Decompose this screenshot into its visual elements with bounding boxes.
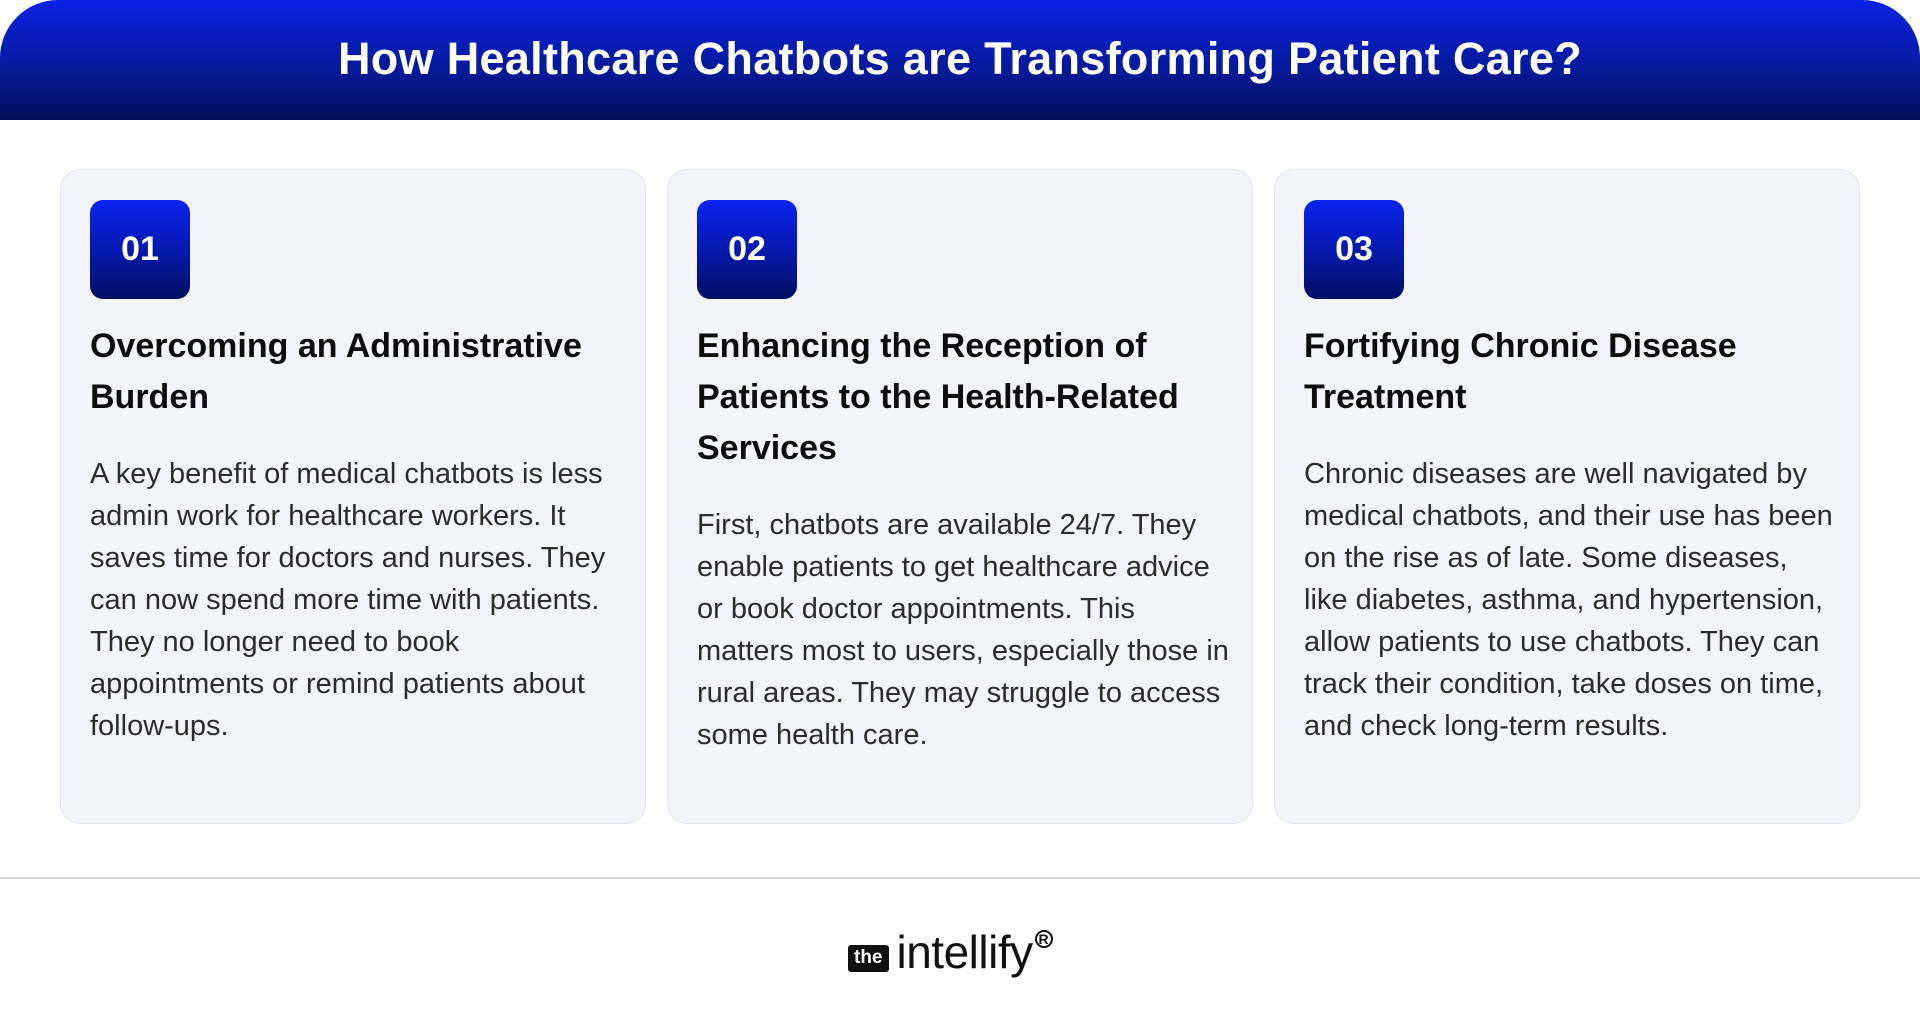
logo-prefix: the (848, 944, 889, 972)
number-badge: 01 (90, 200, 190, 299)
number-badge: 02 (697, 200, 797, 299)
logo-wordmark: intellify (896, 926, 1034, 978)
number-badge: 03 (1304, 200, 1404, 299)
cards-row: 01 Overcoming an Administrative Burden A… (60, 169, 1860, 826)
intellify-logo: the intellify R (848, 922, 1053, 982)
card-body: First, chatbots are available 24/7. They… (697, 509, 1229, 751)
card-title: Enhancing the Reception of Patients to t… (697, 327, 1179, 467)
card-title: Overcoming an Administrative Burden (90, 327, 582, 416)
card-body: A key benefit of medical chatbots is les… (90, 458, 606, 742)
card-body: Chronic diseases are well navigated by m… (1304, 458, 1833, 742)
card-patient-reception: 02 Enhancing the Reception of Patients t… (667, 169, 1253, 824)
footer-divider (0, 877, 1920, 879)
page-title: How Healthcare Chatbots are Transforming… (338, 33, 1582, 84)
registered-mark-icon: R (1034, 930, 1053, 948)
card-chronic-disease: 03 Fortifying Chronic Disease Treatment … (1274, 169, 1860, 824)
card-administrative-burden: 01 Overcoming an Administrative Burden A… (60, 169, 646, 824)
header-banner: How Healthcare Chatbots are Transforming… (0, 0, 1920, 120)
card-title: Fortifying Chronic Disease Treatment (1304, 327, 1737, 416)
